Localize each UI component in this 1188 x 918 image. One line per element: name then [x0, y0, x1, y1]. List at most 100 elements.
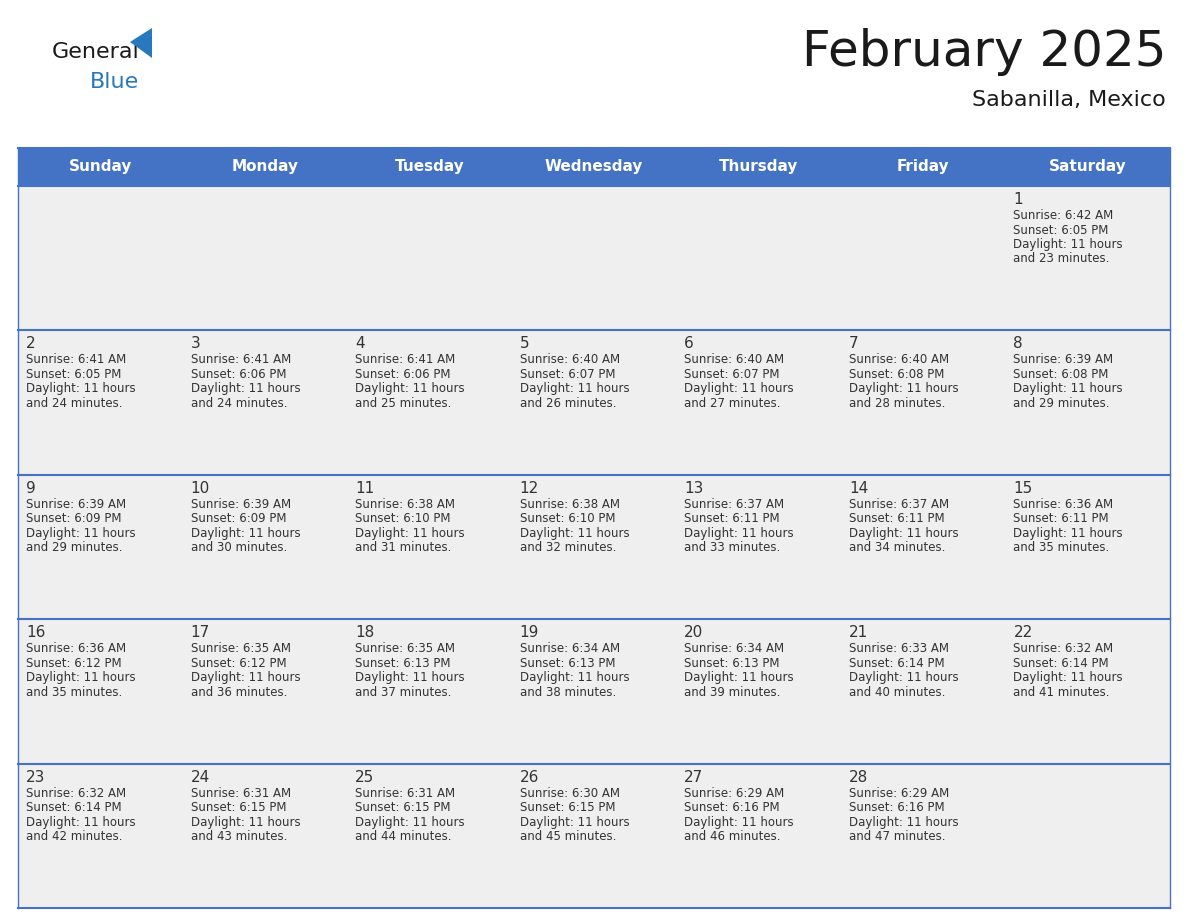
- Text: and 38 minutes.: and 38 minutes.: [519, 686, 615, 699]
- Text: 2: 2: [26, 336, 36, 352]
- Text: 9: 9: [26, 481, 36, 496]
- Text: 12: 12: [519, 481, 539, 496]
- Text: Sunrise: 6:29 AM: Sunrise: 6:29 AM: [849, 787, 949, 800]
- Text: Sunrise: 6:29 AM: Sunrise: 6:29 AM: [684, 787, 784, 800]
- Text: Sunrise: 6:39 AM: Sunrise: 6:39 AM: [190, 498, 291, 510]
- Text: and 43 minutes.: and 43 minutes.: [190, 830, 287, 843]
- Text: Sunset: 6:10 PM: Sunset: 6:10 PM: [355, 512, 450, 525]
- Text: Sunset: 6:12 PM: Sunset: 6:12 PM: [190, 656, 286, 670]
- Text: and 37 minutes.: and 37 minutes.: [355, 686, 451, 699]
- Text: and 31 minutes.: and 31 minutes.: [355, 542, 451, 554]
- Text: Sunset: 6:11 PM: Sunset: 6:11 PM: [849, 512, 944, 525]
- Text: Daylight: 11 hours: Daylight: 11 hours: [519, 815, 630, 829]
- Text: Sunrise: 6:35 AM: Sunrise: 6:35 AM: [190, 643, 291, 655]
- Text: and 39 minutes.: and 39 minutes.: [684, 686, 781, 699]
- Text: and 34 minutes.: and 34 minutes.: [849, 542, 946, 554]
- Text: Wednesday: Wednesday: [545, 160, 643, 174]
- Bar: [18, 764, 1170, 908]
- Text: and 47 minutes.: and 47 minutes.: [849, 830, 946, 843]
- Text: Sunrise: 6:37 AM: Sunrise: 6:37 AM: [684, 498, 784, 510]
- Text: 17: 17: [190, 625, 210, 640]
- Text: 27: 27: [684, 769, 703, 785]
- Text: Daylight: 11 hours: Daylight: 11 hours: [355, 671, 465, 684]
- Text: Thursday: Thursday: [719, 160, 798, 174]
- Text: General: General: [52, 42, 140, 62]
- Text: Sunset: 6:13 PM: Sunset: 6:13 PM: [519, 656, 615, 670]
- Text: Daylight: 11 hours: Daylight: 11 hours: [190, 671, 301, 684]
- Text: Sunrise: 6:36 AM: Sunrise: 6:36 AM: [26, 643, 126, 655]
- Text: 8: 8: [1013, 336, 1023, 352]
- Text: 15: 15: [1013, 481, 1032, 496]
- Text: and 24 minutes.: and 24 minutes.: [26, 397, 122, 410]
- Text: Sunset: 6:11 PM: Sunset: 6:11 PM: [1013, 512, 1110, 525]
- Text: 19: 19: [519, 625, 539, 640]
- Text: 5: 5: [519, 336, 530, 352]
- Text: and 25 minutes.: and 25 minutes.: [355, 397, 451, 410]
- Text: Sunrise: 6:34 AM: Sunrise: 6:34 AM: [519, 643, 620, 655]
- Bar: [18, 475, 1170, 620]
- Text: and 35 minutes.: and 35 minutes.: [1013, 542, 1110, 554]
- Text: Sunrise: 6:40 AM: Sunrise: 6:40 AM: [684, 353, 784, 366]
- Text: Daylight: 11 hours: Daylight: 11 hours: [849, 815, 959, 829]
- Text: Sunday: Sunday: [69, 160, 132, 174]
- Text: and 42 minutes.: and 42 minutes.: [26, 830, 122, 843]
- Text: February 2025: February 2025: [802, 28, 1165, 76]
- Text: Sunrise: 6:41 AM: Sunrise: 6:41 AM: [355, 353, 455, 366]
- Text: Sunrise: 6:37 AM: Sunrise: 6:37 AM: [849, 498, 949, 510]
- Text: 16: 16: [26, 625, 45, 640]
- Bar: [18, 186, 1170, 330]
- Text: Tuesday: Tuesday: [394, 160, 465, 174]
- Text: Daylight: 11 hours: Daylight: 11 hours: [1013, 238, 1123, 251]
- Text: Saturday: Saturday: [1049, 160, 1126, 174]
- Text: Daylight: 11 hours: Daylight: 11 hours: [849, 383, 959, 396]
- Text: and 41 minutes.: and 41 minutes.: [1013, 686, 1110, 699]
- Text: 7: 7: [849, 336, 859, 352]
- Text: Daylight: 11 hours: Daylight: 11 hours: [355, 383, 465, 396]
- Bar: [18, 620, 1170, 764]
- Polygon shape: [129, 28, 152, 58]
- Text: Sunrise: 6:32 AM: Sunrise: 6:32 AM: [1013, 643, 1113, 655]
- Text: 24: 24: [190, 769, 210, 785]
- Text: Sunrise: 6:31 AM: Sunrise: 6:31 AM: [190, 787, 291, 800]
- Text: Daylight: 11 hours: Daylight: 11 hours: [26, 383, 135, 396]
- Text: Sunrise: 6:35 AM: Sunrise: 6:35 AM: [355, 643, 455, 655]
- Text: 18: 18: [355, 625, 374, 640]
- Text: Daylight: 11 hours: Daylight: 11 hours: [849, 671, 959, 684]
- Bar: [18, 148, 1170, 186]
- Text: Daylight: 11 hours: Daylight: 11 hours: [190, 527, 301, 540]
- Text: Daylight: 11 hours: Daylight: 11 hours: [1013, 383, 1123, 396]
- Text: 14: 14: [849, 481, 868, 496]
- Text: 6: 6: [684, 336, 694, 352]
- Text: Daylight: 11 hours: Daylight: 11 hours: [519, 527, 630, 540]
- Text: Daylight: 11 hours: Daylight: 11 hours: [1013, 671, 1123, 684]
- Text: and 45 minutes.: and 45 minutes.: [519, 830, 617, 843]
- Text: and 28 minutes.: and 28 minutes.: [849, 397, 946, 410]
- Text: Daylight: 11 hours: Daylight: 11 hours: [849, 527, 959, 540]
- Text: Daylight: 11 hours: Daylight: 11 hours: [355, 527, 465, 540]
- Text: Daylight: 11 hours: Daylight: 11 hours: [684, 383, 794, 396]
- Text: 1: 1: [1013, 192, 1023, 207]
- Text: Monday: Monday: [232, 160, 298, 174]
- Text: Sunset: 6:06 PM: Sunset: 6:06 PM: [355, 368, 450, 381]
- Text: 25: 25: [355, 769, 374, 785]
- Text: Daylight: 11 hours: Daylight: 11 hours: [684, 815, 794, 829]
- Text: Sunrise: 6:31 AM: Sunrise: 6:31 AM: [355, 787, 455, 800]
- Text: Sunset: 6:15 PM: Sunset: 6:15 PM: [355, 801, 450, 814]
- Text: 3: 3: [190, 336, 201, 352]
- Text: and 26 minutes.: and 26 minutes.: [519, 397, 617, 410]
- Text: Sunset: 6:13 PM: Sunset: 6:13 PM: [684, 656, 779, 670]
- Text: Sunrise: 6:30 AM: Sunrise: 6:30 AM: [519, 787, 620, 800]
- Text: and 27 minutes.: and 27 minutes.: [684, 397, 781, 410]
- Text: and 23 minutes.: and 23 minutes.: [1013, 252, 1110, 265]
- Text: Blue: Blue: [90, 72, 139, 92]
- Text: 21: 21: [849, 625, 868, 640]
- Text: Sunrise: 6:39 AM: Sunrise: 6:39 AM: [26, 498, 126, 510]
- Text: Sunrise: 6:40 AM: Sunrise: 6:40 AM: [519, 353, 620, 366]
- Text: Sunset: 6:11 PM: Sunset: 6:11 PM: [684, 512, 779, 525]
- Text: Daylight: 11 hours: Daylight: 11 hours: [684, 527, 794, 540]
- Text: Sunset: 6:07 PM: Sunset: 6:07 PM: [519, 368, 615, 381]
- Text: 10: 10: [190, 481, 210, 496]
- Text: Daylight: 11 hours: Daylight: 11 hours: [190, 383, 301, 396]
- Text: Sunset: 6:07 PM: Sunset: 6:07 PM: [684, 368, 779, 381]
- Text: Daylight: 11 hours: Daylight: 11 hours: [684, 671, 794, 684]
